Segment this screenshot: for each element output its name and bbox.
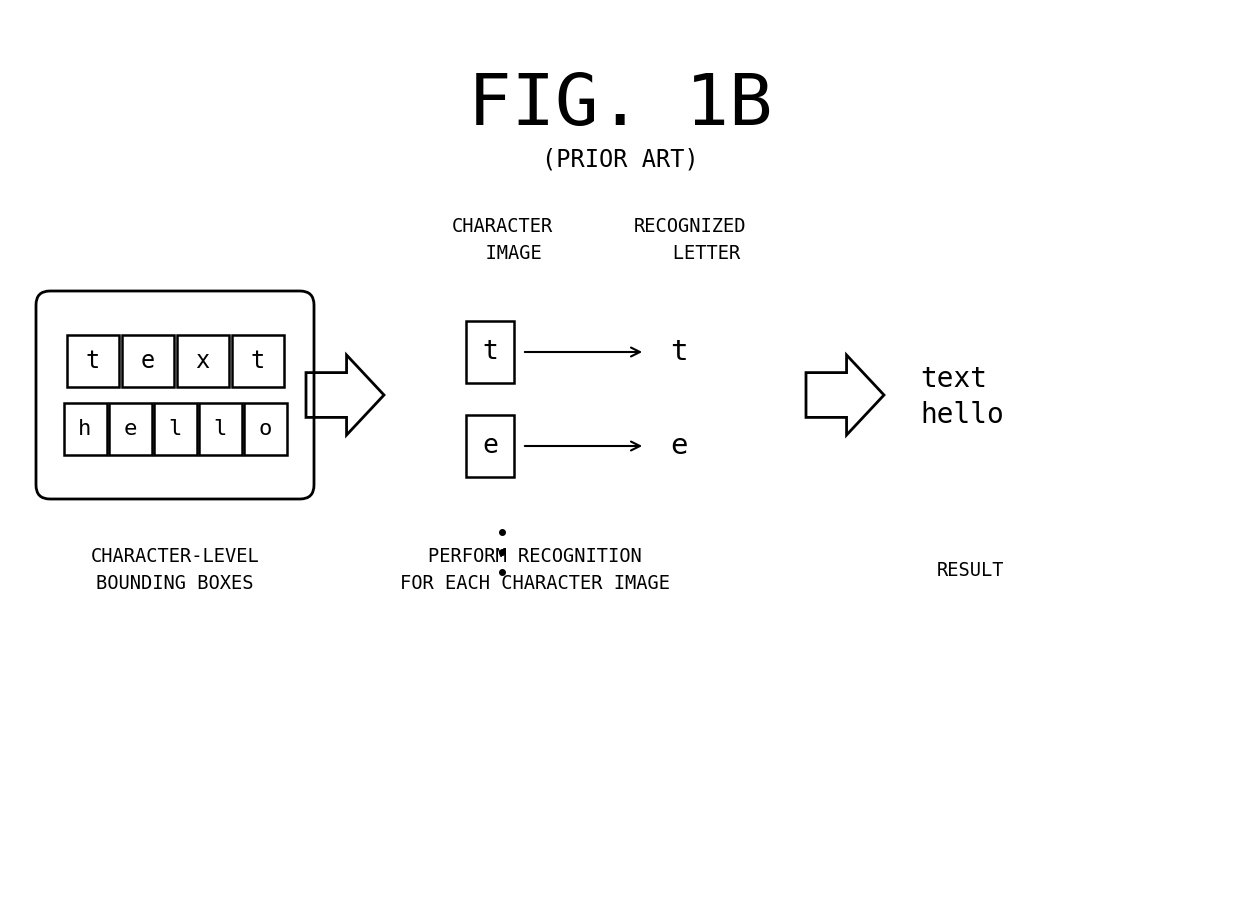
Bar (198, 403, 242, 455)
Text: t: t (670, 338, 687, 366)
Text: t: t (250, 349, 264, 373)
Bar (67, 335, 119, 387)
Text: hello: hello (920, 401, 1003, 429)
Text: e: e (123, 419, 136, 439)
FancyBboxPatch shape (36, 291, 314, 499)
Text: e: e (140, 349, 155, 373)
Text: RESULT: RESULT (936, 561, 1003, 579)
Text: e: e (482, 433, 498, 459)
Bar (154, 403, 196, 455)
Text: PERFORM RECOGNITION
FOR EACH CHARACTER IMAGE: PERFORM RECOGNITION FOR EACH CHARACTER I… (401, 547, 670, 593)
Text: l: l (169, 419, 182, 439)
Text: e: e (670, 432, 687, 460)
Text: h: h (78, 419, 92, 439)
Text: (PRIOR ART): (PRIOR ART) (542, 148, 698, 172)
Bar (109, 403, 151, 455)
Text: t: t (482, 339, 498, 365)
Text: l: l (213, 419, 227, 439)
Bar (232, 335, 284, 387)
Text: FIG. 1B: FIG. 1B (467, 70, 773, 139)
Bar (243, 403, 286, 455)
Text: CHARACTER-LEVEL
BOUNDING BOXES: CHARACTER-LEVEL BOUNDING BOXES (91, 547, 259, 593)
Text: text: text (920, 365, 987, 393)
Bar (122, 335, 174, 387)
Text: o: o (258, 419, 272, 439)
Text: RECOGNIZED
   LETTER: RECOGNIZED LETTER (634, 217, 746, 263)
Text: t: t (86, 349, 99, 373)
Bar (176, 335, 228, 387)
Bar (63, 403, 107, 455)
Text: x: x (196, 349, 210, 373)
Bar (466, 415, 515, 477)
Bar (466, 321, 515, 383)
Text: CHARACTER
  IMAGE: CHARACTER IMAGE (451, 217, 553, 263)
